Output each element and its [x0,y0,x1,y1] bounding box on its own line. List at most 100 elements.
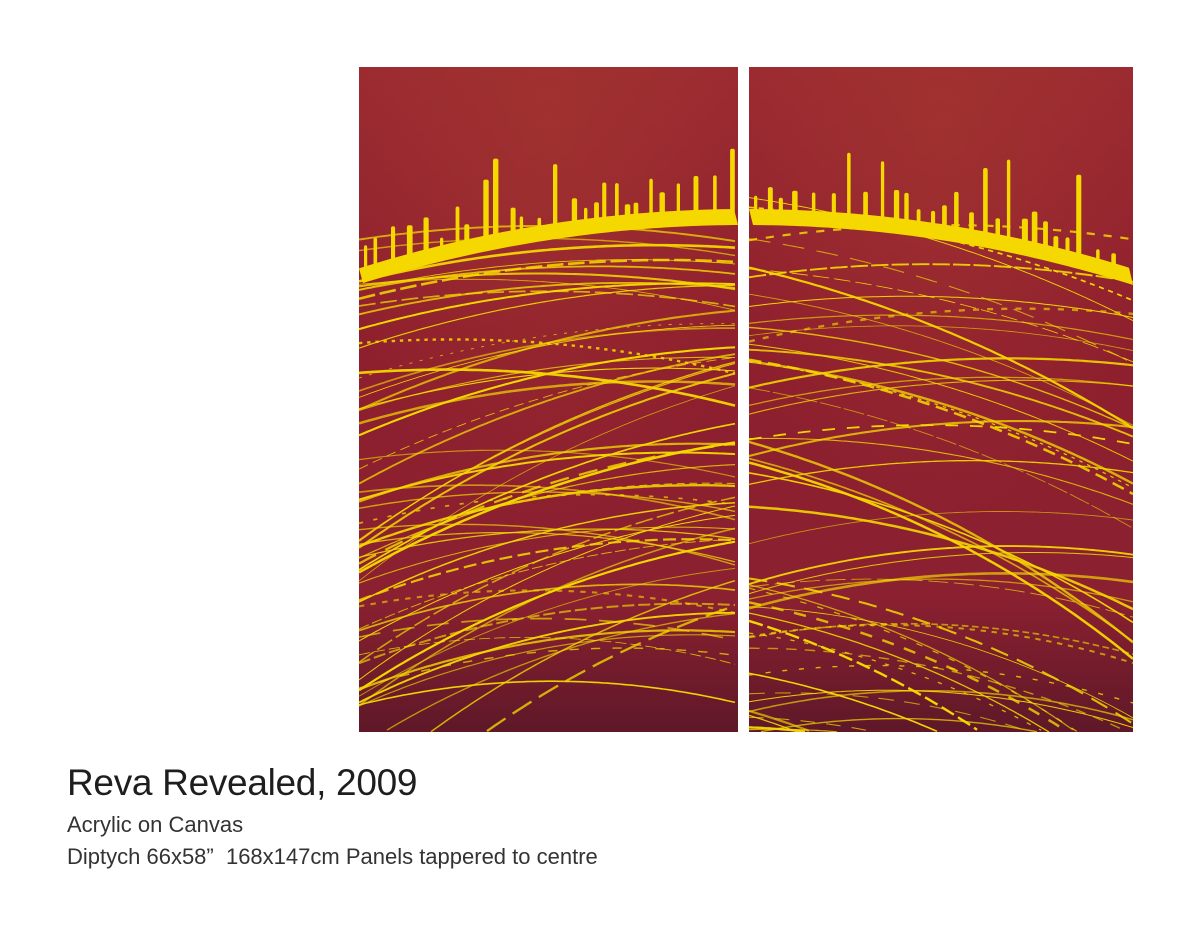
paint-drip [880,161,885,221]
paint-stroke [359,680,736,706]
paint-stroke [749,624,1133,664]
paint-stroke [749,552,1133,595]
paint-stroke [749,379,1133,415]
paint-stroke [359,265,736,291]
paint-drip [1053,236,1059,251]
paint-stroke [359,589,736,615]
paint-drip [767,187,773,214]
paint-drip [364,245,368,271]
paint-drip [594,202,599,222]
paint-drip [713,175,717,214]
paint-stroke [749,348,1133,438]
paint-stroke [749,584,1074,731]
paint-drip [373,237,378,268]
paint-stroke [749,295,1133,318]
paint-drip [995,218,1000,238]
paint-stroke [749,440,1133,644]
paint-stroke [359,324,736,398]
paint-stroke [359,357,736,470]
paint-stroke [359,617,736,642]
paint-stroke [359,634,736,707]
paint-drip [1065,237,1070,254]
paint-stroke [749,622,1133,656]
paint-stroke [749,314,1133,341]
paint-drip [1076,174,1082,257]
paint-stroke [359,540,736,692]
paint-stroke [749,647,1126,732]
paint-drip [831,193,836,216]
paint-stroke [749,619,978,731]
horizon-band [359,209,738,284]
paint-stroke [359,281,736,316]
paint-drip [893,190,900,222]
paint-drip [730,148,735,214]
paint-stroke [359,442,736,503]
left-panel [359,67,738,732]
paint-stroke [359,284,736,349]
paint-drip [1031,211,1038,246]
paint-stroke [359,502,736,603]
paint-stroke [749,716,874,732]
paint-stroke [749,689,1133,721]
paint-stroke [359,385,736,582]
paint-stroke [749,505,1133,611]
paint-stroke [359,353,736,485]
paint-stroke [749,357,1133,389]
paint-drip [1021,218,1028,244]
horizon-band [749,209,1133,285]
artwork-medium: Acrylic on Canvas [67,812,244,837]
paint-stroke [749,612,1050,732]
paint-drip [584,207,588,224]
paint-drip [931,210,936,227]
paint-stroke [749,293,1133,426]
paint-stroke [359,323,736,379]
paint-drip [519,216,524,233]
paint-stroke [359,380,736,425]
paint-stroke [749,424,1133,445]
artwork-dimensions: Diptych 66x58” 168x147cm Panels tappered… [67,844,598,869]
paint-drip [553,164,558,228]
paint-drip [1043,221,1048,248]
paint-stroke [359,442,736,565]
paint-stroke [760,717,1038,732]
paint-drip [969,212,974,233]
paint-stroke [359,482,736,547]
paint-drip [615,183,619,220]
paint-stroke [359,629,736,691]
paint-drip [440,237,444,250]
paint-drip [1096,249,1100,262]
paint-stroke [749,437,1133,505]
paint-stroke [749,376,1133,407]
paint-stroke [749,606,1133,719]
paint-stroke [749,387,1133,529]
paint-stroke [359,290,736,308]
paint-stroke [749,360,1133,485]
paint-drip [1111,253,1116,267]
paint-drip [659,192,665,216]
paint-drip [571,198,578,225]
paint-drip [391,226,396,263]
right-panel [749,67,1133,732]
paint-drip [983,168,988,236]
paint-drip [916,209,921,225]
paint-stroke [749,511,1133,545]
paint-stroke [749,263,1133,283]
paint-drip [483,179,489,240]
paint-drip [510,207,516,235]
paint-stroke [749,709,810,732]
paint-drip [1006,159,1011,240]
paint-stroke [359,611,735,704]
paint-drip [406,225,413,259]
paint-drip [693,176,699,214]
paint-stroke [359,538,736,602]
paint-drip [464,224,470,244]
paint-stroke [359,372,736,549]
paint-stroke [359,327,735,392]
paint-stroke [749,472,1133,624]
paint-stroke [359,602,736,665]
paint-stroke [359,259,736,290]
paint-stroke [749,692,1030,732]
paint-stroke [359,484,736,521]
paint-stroke [749,689,1133,728]
paint-stroke [359,243,736,283]
